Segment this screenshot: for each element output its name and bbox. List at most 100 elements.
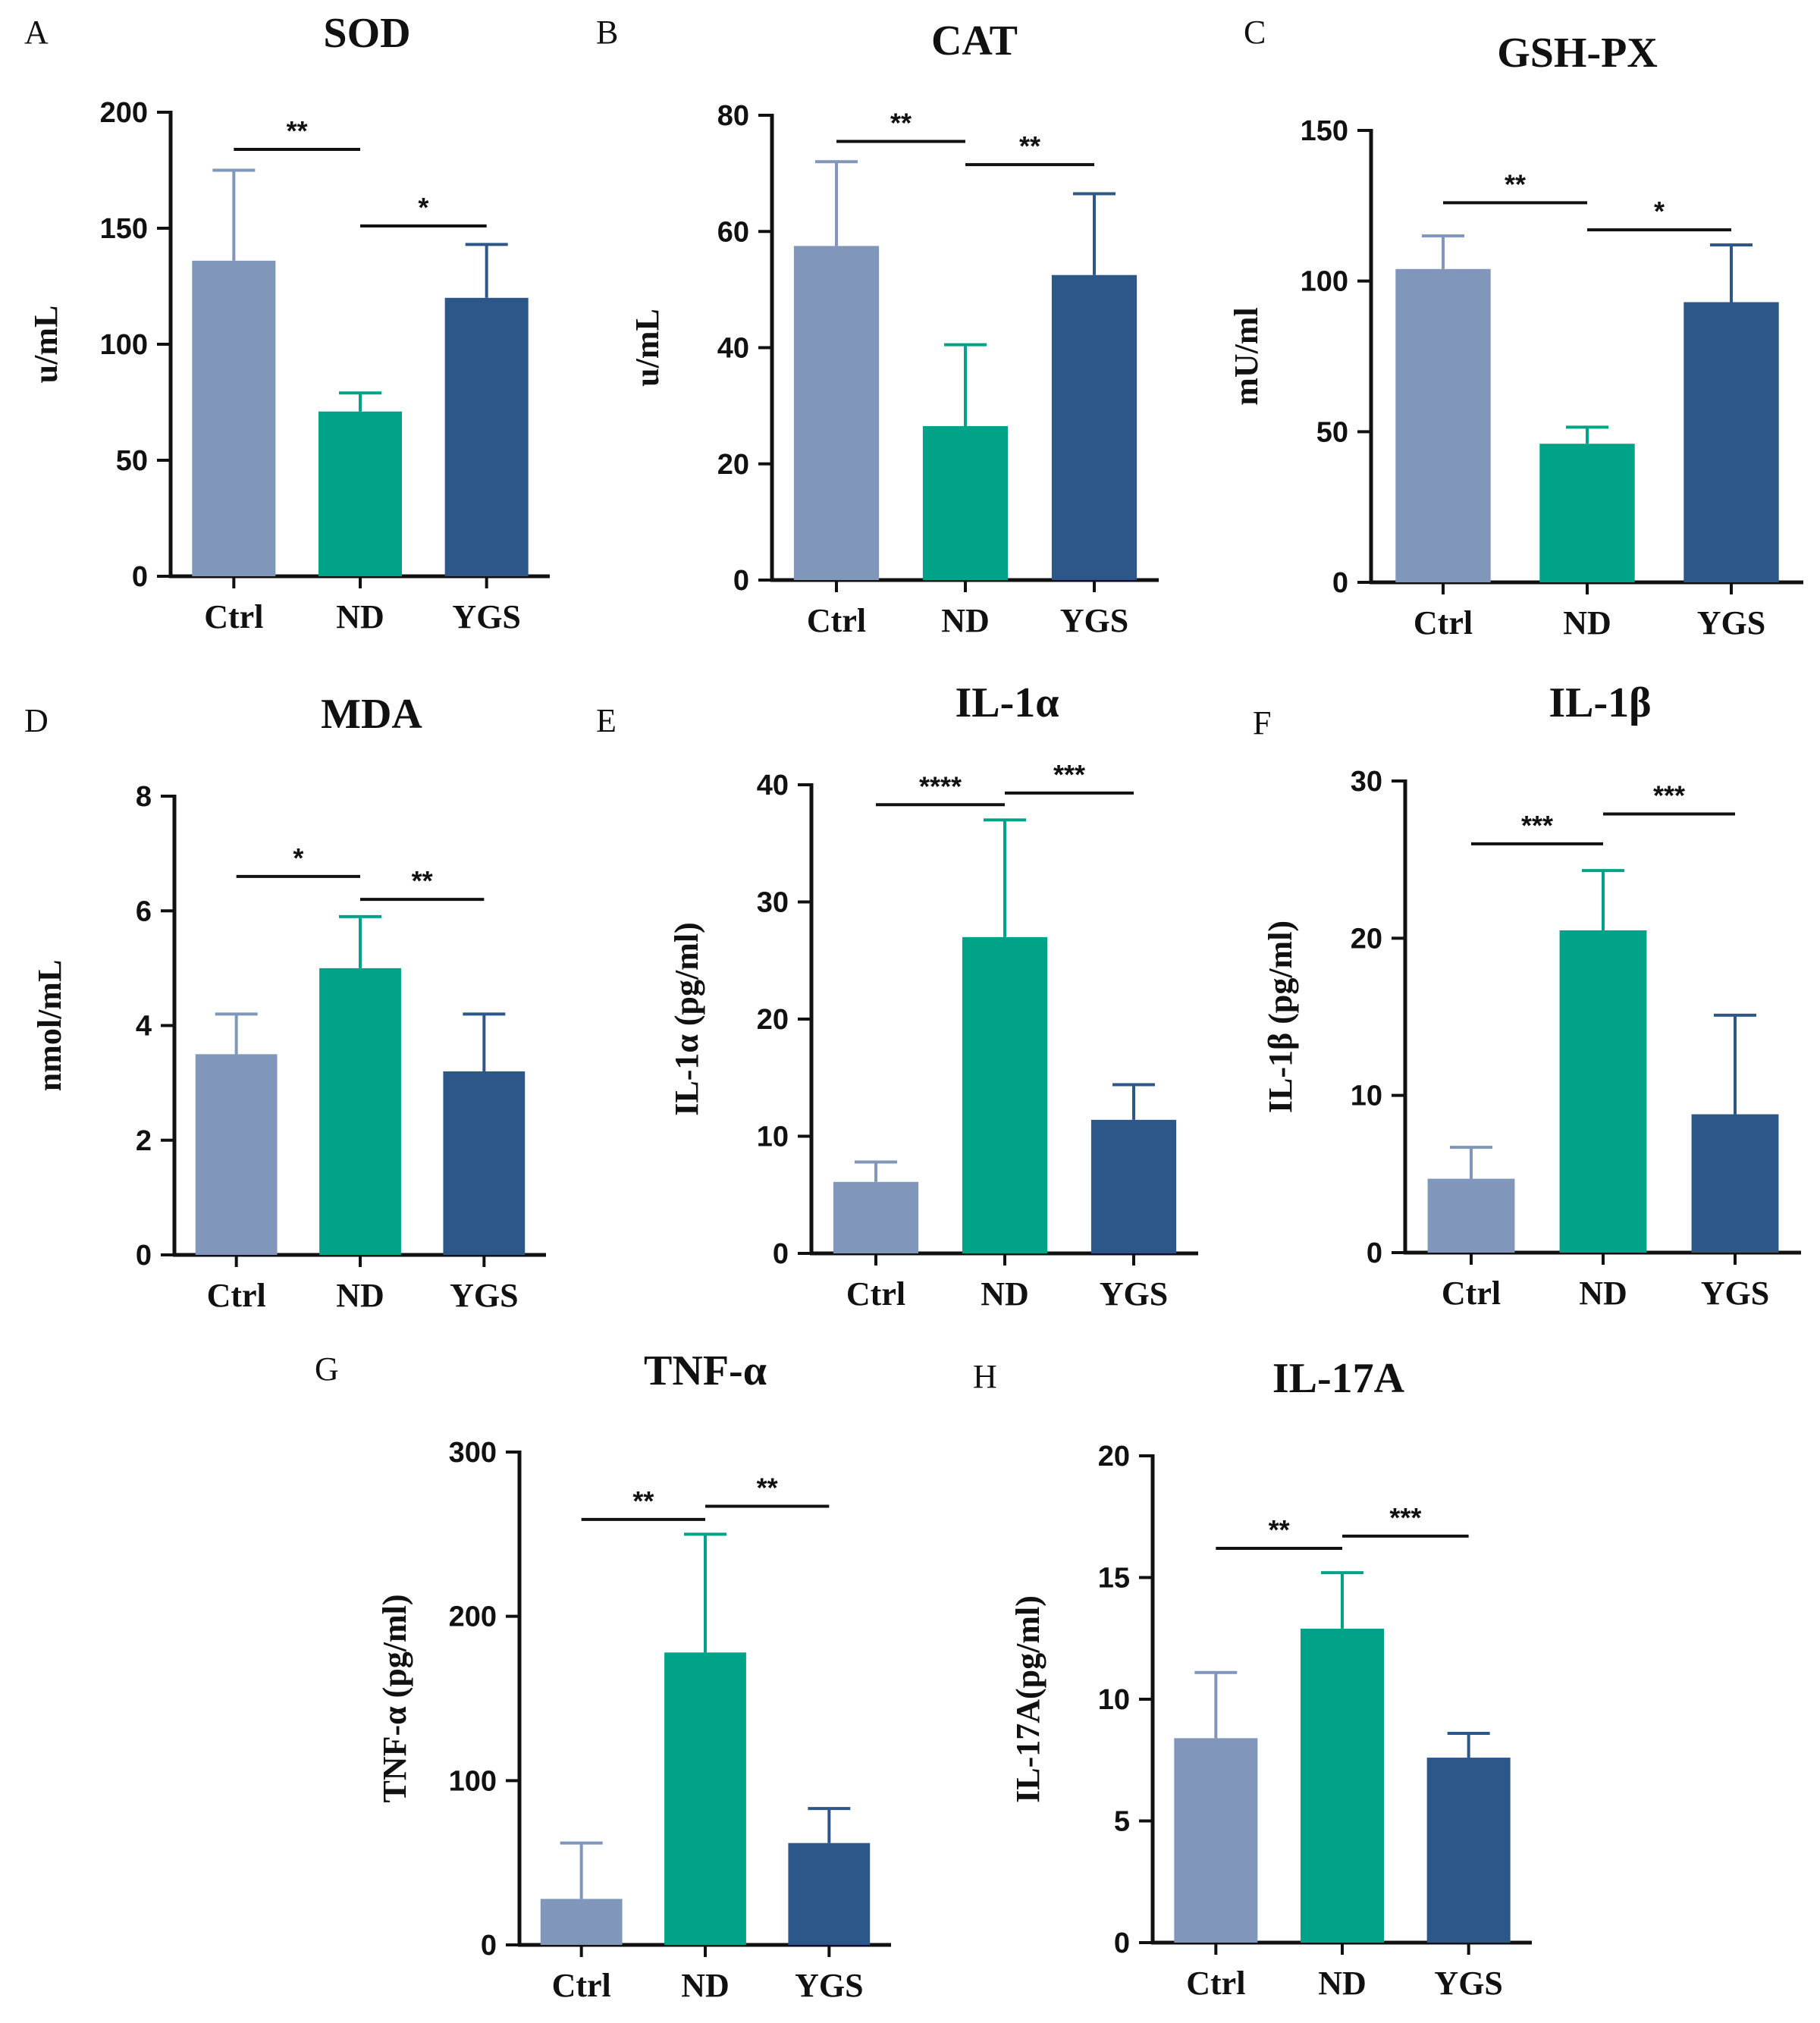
y-axis-label: IL-1β (pg/ml) [1262, 921, 1299, 1113]
y-axis-label: u/mL [629, 309, 666, 387]
bar-ctrl [540, 1899, 623, 1945]
x-tick-label: Ctrl [1186, 1965, 1245, 2002]
bar-ygs [1691, 1114, 1779, 1253]
significance-label: ** [1019, 130, 1040, 162]
y-tick-label: 200 [100, 97, 148, 129]
significance-label: ** [1269, 1514, 1290, 1545]
x-tick-label: YGS [1100, 1275, 1168, 1313]
x-tick-label: ND [981, 1275, 1029, 1313]
chart-title: IL-1β [1549, 679, 1651, 726]
bar-nd [1559, 930, 1647, 1253]
bar-ygs [1090, 1119, 1177, 1253]
panel-letter: C [1244, 14, 1266, 51]
chart-title: IL-1α [955, 679, 1059, 726]
x-tick-label: YGS [1701, 1275, 1769, 1312]
y-axis-label: nmol/mL [31, 960, 68, 1092]
y-axis-label: TNF-α (pg/ml) [376, 1594, 413, 1802]
y-tick-label: 100 [449, 1765, 497, 1797]
panel-letter: D [24, 702, 49, 739]
y-tick-label: 0 [1367, 1237, 1382, 1269]
significance-label: *** [1389, 1502, 1421, 1533]
y-axis-label: IL-1α (pg/ml) [668, 922, 705, 1116]
y-tick-label: 10 [1351, 1081, 1382, 1112]
bar-ygs [788, 1843, 871, 1945]
chart-title: GSH-PX [1497, 30, 1658, 77]
bar-nd [319, 968, 401, 1255]
significance-label: *** [1653, 780, 1685, 811]
y-tick-label: 50 [1316, 416, 1348, 448]
y-tick-label: 100 [100, 329, 148, 361]
y-tick-label: 0 [733, 565, 749, 597]
panel-letter: B [596, 14, 618, 51]
panel-letter: F [1253, 704, 1271, 742]
bar-ctrl [1427, 1178, 1515, 1253]
significance-label: ** [1505, 168, 1526, 199]
panel-B: B CAT 0 20 40 60 80 u/mL Ctrl ND YGS ** ** [596, 14, 1159, 639]
y-tick-label: 40 [717, 333, 749, 365]
bar-ctrl [793, 246, 880, 580]
significance-label: *** [1053, 759, 1085, 790]
significance-label: *** [1521, 810, 1553, 841]
x-tick-label: Ctrl [846, 1275, 905, 1313]
x-tick-label: ND [1579, 1275, 1627, 1312]
bar-ygs [444, 297, 529, 576]
x-tick-label: Ctrl [207, 1277, 266, 1314]
bar-ctrl [195, 1054, 278, 1255]
significance-label: * [418, 192, 428, 223]
panel-letter: H [973, 1358, 997, 1395]
y-tick-label: 200 [449, 1601, 497, 1633]
bar-ygs [1684, 302, 1779, 582]
y-tick-label: 20 [1351, 923, 1382, 955]
significance-label: ** [287, 115, 308, 146]
x-tick-label: ND [681, 1967, 730, 2004]
x-tick-label: Ctrl [1414, 604, 1473, 641]
chart-title: CAT [931, 17, 1018, 64]
y-tick-label: 30 [757, 887, 789, 919]
y-tick-label: 300 [449, 1437, 497, 1469]
significance-label: ** [632, 1485, 654, 1516]
bar-ygs [1426, 1758, 1511, 1943]
y-tick-label: 6 [136, 895, 152, 927]
y-tick-label: 150 [100, 213, 148, 245]
chart-title: TNF-α [644, 1347, 767, 1394]
bar-ctrl [1174, 1738, 1258, 1943]
y-tick-label: 0 [1332, 567, 1348, 599]
significance-label: ** [757, 1473, 778, 1504]
y-tick-label: 50 [116, 445, 148, 477]
y-tick-label: 15 [1098, 1563, 1130, 1595]
y-tick-label: 0 [481, 1930, 497, 1962]
panel-G: G TNF-α 0 100 200 300 TNF-α (pg/ml) Ctrl ND YGS **… [315, 1347, 891, 2004]
bar-ygs [1051, 274, 1138, 580]
y-tick-label: 10 [757, 1121, 789, 1153]
significance-label: **** [919, 770, 962, 801]
chart-title: MDA [321, 691, 422, 738]
y-tick-label: 30 [1351, 766, 1382, 798]
y-tick-label: 100 [1301, 266, 1348, 298]
y-tick-label: 20 [1098, 1441, 1130, 1473]
significance-label: * [1654, 196, 1665, 227]
y-tick-label: 60 [717, 216, 749, 248]
y-tick-label: 80 [717, 100, 749, 132]
bar-nd [962, 936, 1048, 1253]
y-tick-label: 0 [136, 1240, 152, 1272]
bar-ctrl [1395, 268, 1491, 582]
x-tick-label: ND [1318, 1965, 1367, 2002]
y-tick-label: 20 [717, 449, 749, 481]
x-tick-label: Ctrl [1442, 1275, 1501, 1312]
chart-title: IL-17A [1272, 1355, 1405, 1402]
y-tick-label: 150 [1301, 115, 1348, 147]
panel-E: E IL-1α 0 10 20 30 40 IL-1α (pg/ml) Ctrl ND YGS ***… [596, 679, 1198, 1313]
y-tick-label: 5 [1114, 1806, 1130, 1838]
bar-nd [318, 411, 402, 576]
y-tick-label: 10 [1098, 1684, 1130, 1716]
x-tick-label: ND [941, 602, 990, 639]
y-tick-label: 0 [1114, 1927, 1130, 1959]
x-tick-label: ND [336, 1277, 384, 1314]
y-tick-label: 2 [136, 1125, 152, 1157]
bar-nd [664, 1652, 746, 1945]
significance-label: * [293, 842, 303, 873]
